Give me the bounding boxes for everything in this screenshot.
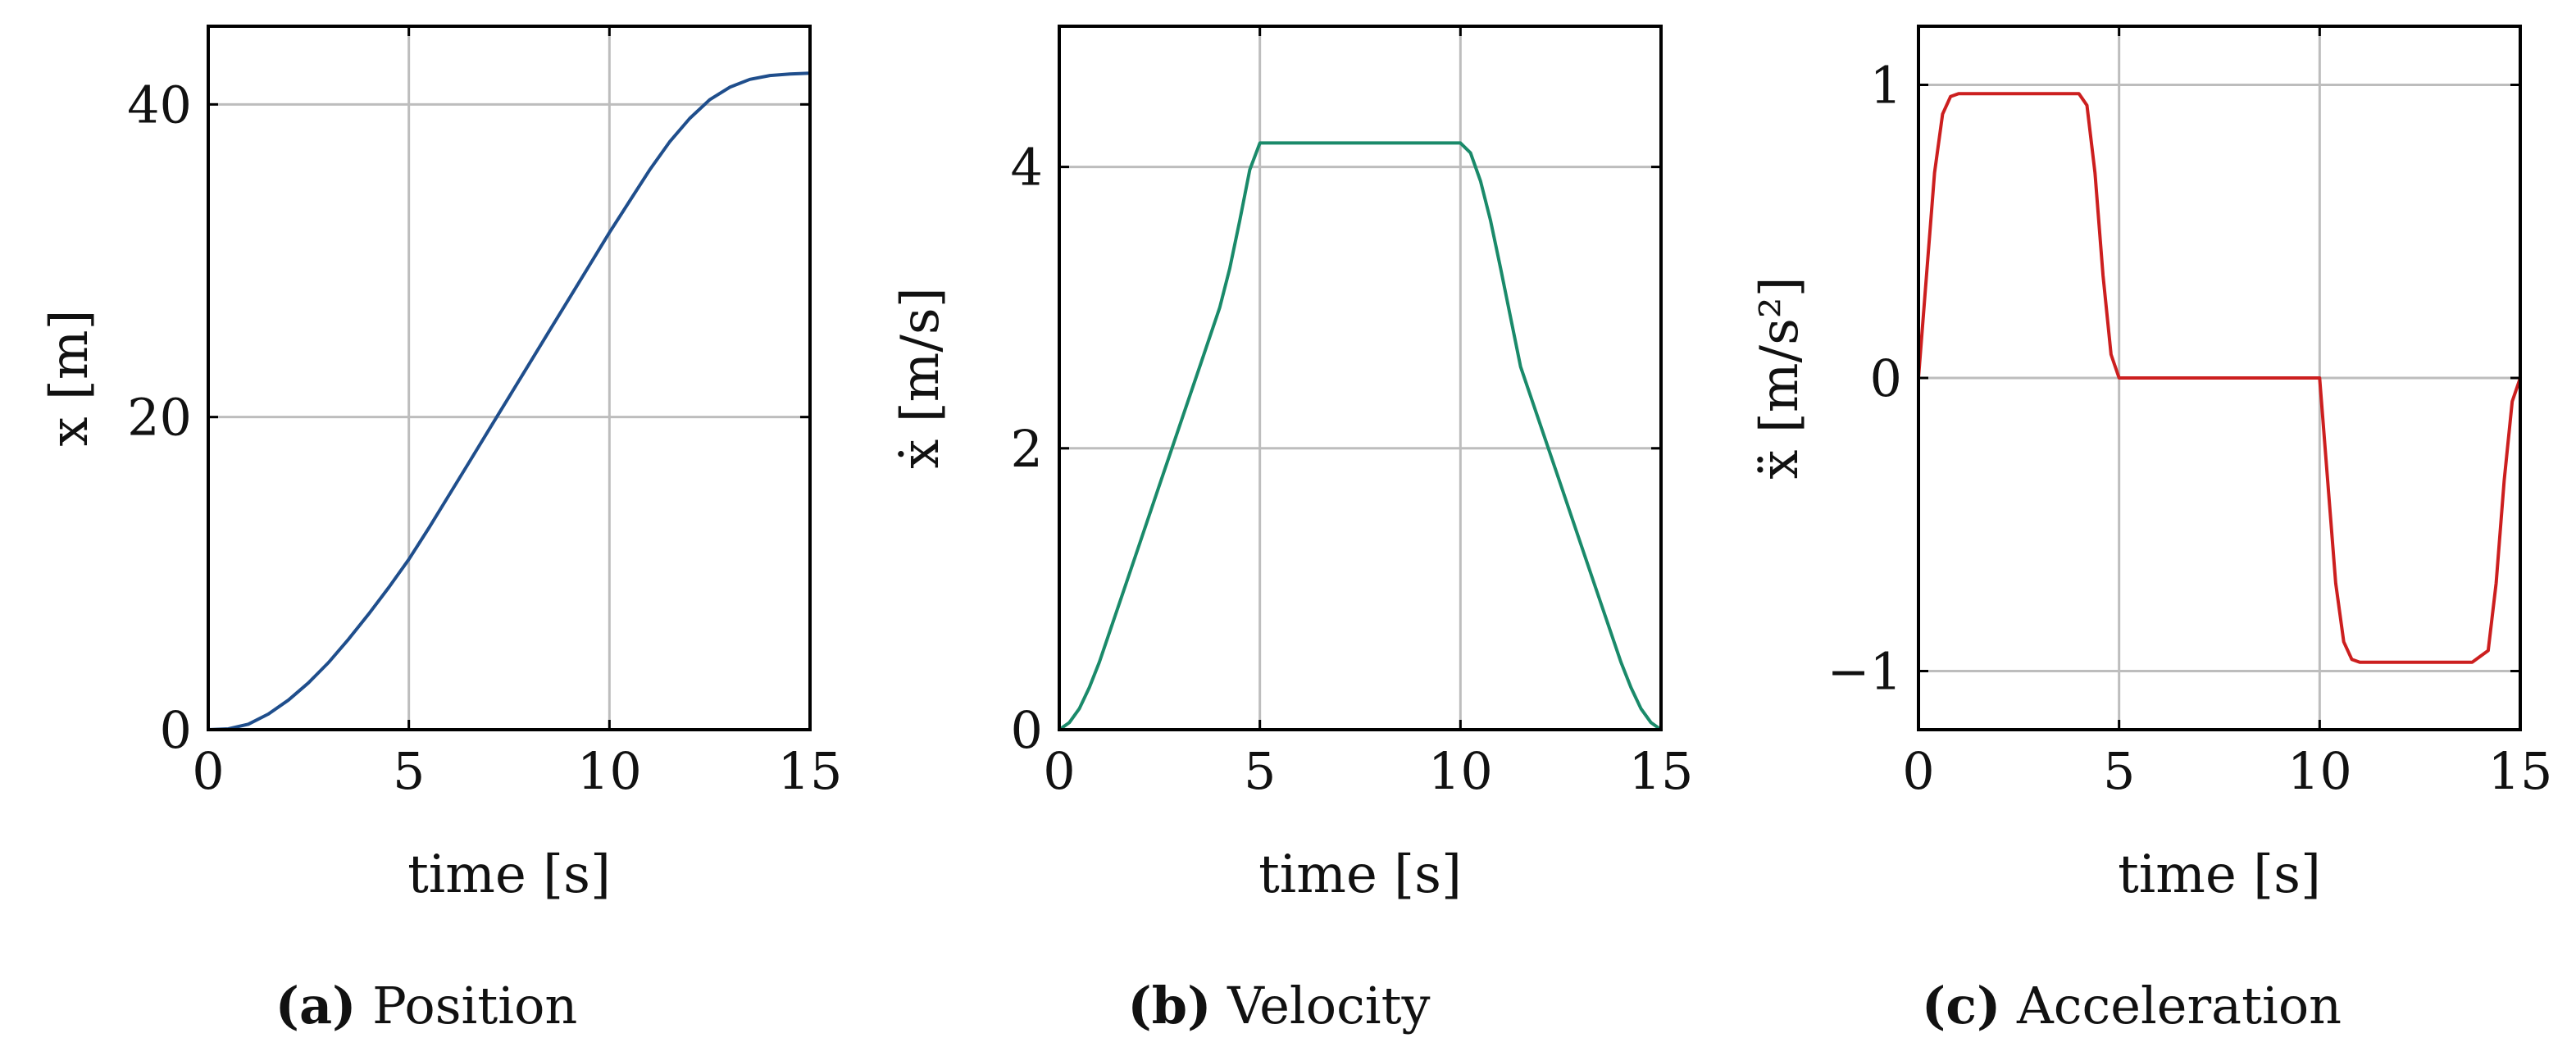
y-tick-label: 0 <box>1870 348 1902 408</box>
y-axis-label: x [m] <box>39 309 100 446</box>
y-tick-label: 0 <box>1011 700 1043 760</box>
x-axis-label: time [s] <box>2118 844 2321 905</box>
x-tick-label: 0 <box>192 741 224 801</box>
y-tick-label: 4 <box>1011 138 1043 198</box>
caption-text: Velocity <box>1211 976 1430 1036</box>
chart-panel-b: 0 5 10 15 0 2 4 time [s] ẋ [m/s] (b) Velocity <box>890 25 1694 1036</box>
y-tick-label: 0 <box>160 700 192 760</box>
series-line-b-0 <box>1058 141 1663 731</box>
x-tick-label: 10 <box>577 741 642 801</box>
x-tick-label: 15 <box>778 741 843 801</box>
axes-frame <box>207 25 812 731</box>
x-axis-label: time [s] <box>407 844 611 905</box>
series-line-a-0 <box>207 71 812 731</box>
x-axis-label: time [s] <box>1258 844 1462 905</box>
x-tick-label: 10 <box>1428 741 1493 801</box>
x-tick-label: 5 <box>2103 741 2135 801</box>
caption-letter: (c) <box>1922 976 2000 1036</box>
x-tick-label: 15 <box>1629 741 1694 801</box>
x-tick-label: 10 <box>2287 741 2352 801</box>
caption-text: Position <box>356 976 577 1036</box>
y-tick-label: 1 <box>1870 56 1902 116</box>
series-line-c-0 <box>1917 92 2522 664</box>
x-tick-label: 15 <box>2488 741 2553 801</box>
y-axis-label: ẋ [m/s] <box>890 287 951 468</box>
y-axis-label: ẍ [m/s²] <box>1750 276 1810 479</box>
axes-frame <box>1058 25 1663 731</box>
y-tick-label: −1 <box>1827 642 1902 702</box>
x-tick-label: 0 <box>1043 741 1075 801</box>
x-tick-label: 0 <box>1902 741 1934 801</box>
x-tick-label: 5 <box>1244 741 1276 801</box>
caption-letter: (a) <box>275 976 357 1036</box>
panel-caption: (b) Velocity <box>1127 976 1430 1036</box>
panel-caption: (c) Acceleration <box>1922 976 2342 1036</box>
y-tick-label: 20 <box>127 388 192 448</box>
caption-text: Acceleration <box>2000 976 2342 1036</box>
y-tick-label: 40 <box>127 75 192 134</box>
y-tick-label: 2 <box>1011 419 1043 479</box>
chart-panel-a: 0 5 10 15 0 20 40 time [s] x [m] (a) Position <box>39 25 843 1036</box>
caption-letter: (b) <box>1127 976 1211 1036</box>
panel-caption: (a) Position <box>275 976 578 1036</box>
x-tick-label: 5 <box>393 741 425 801</box>
